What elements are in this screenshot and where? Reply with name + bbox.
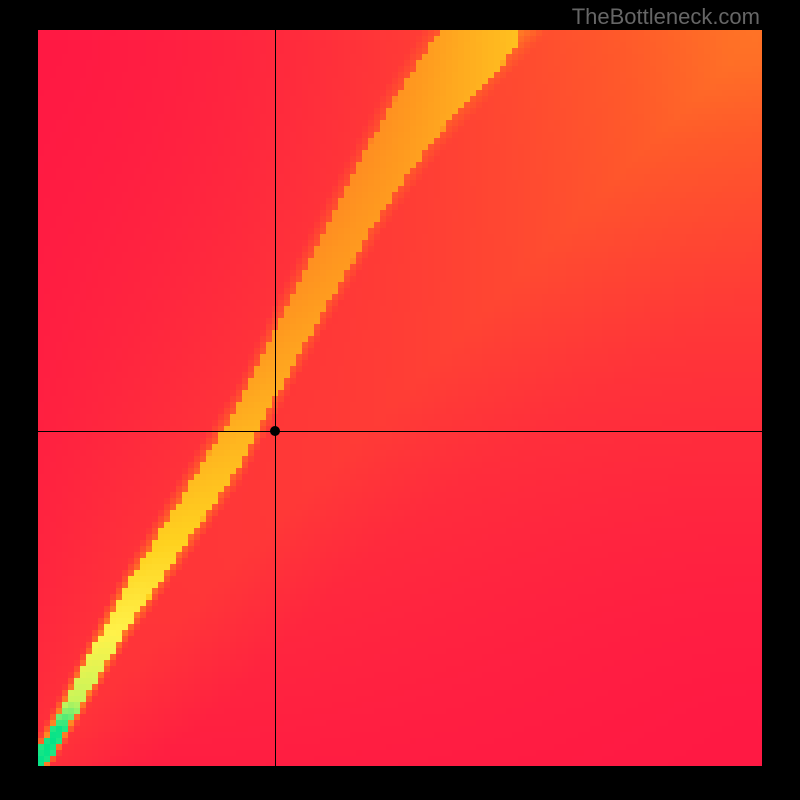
crosshair-vertical [275,30,276,766]
crosshair-marker-dot [270,426,280,436]
crosshair-horizontal [38,431,762,432]
bottleneck-heatmap [38,30,762,766]
heatmap-plot-area [38,30,762,766]
watermark-text: TheBottleneck.com [572,4,760,30]
